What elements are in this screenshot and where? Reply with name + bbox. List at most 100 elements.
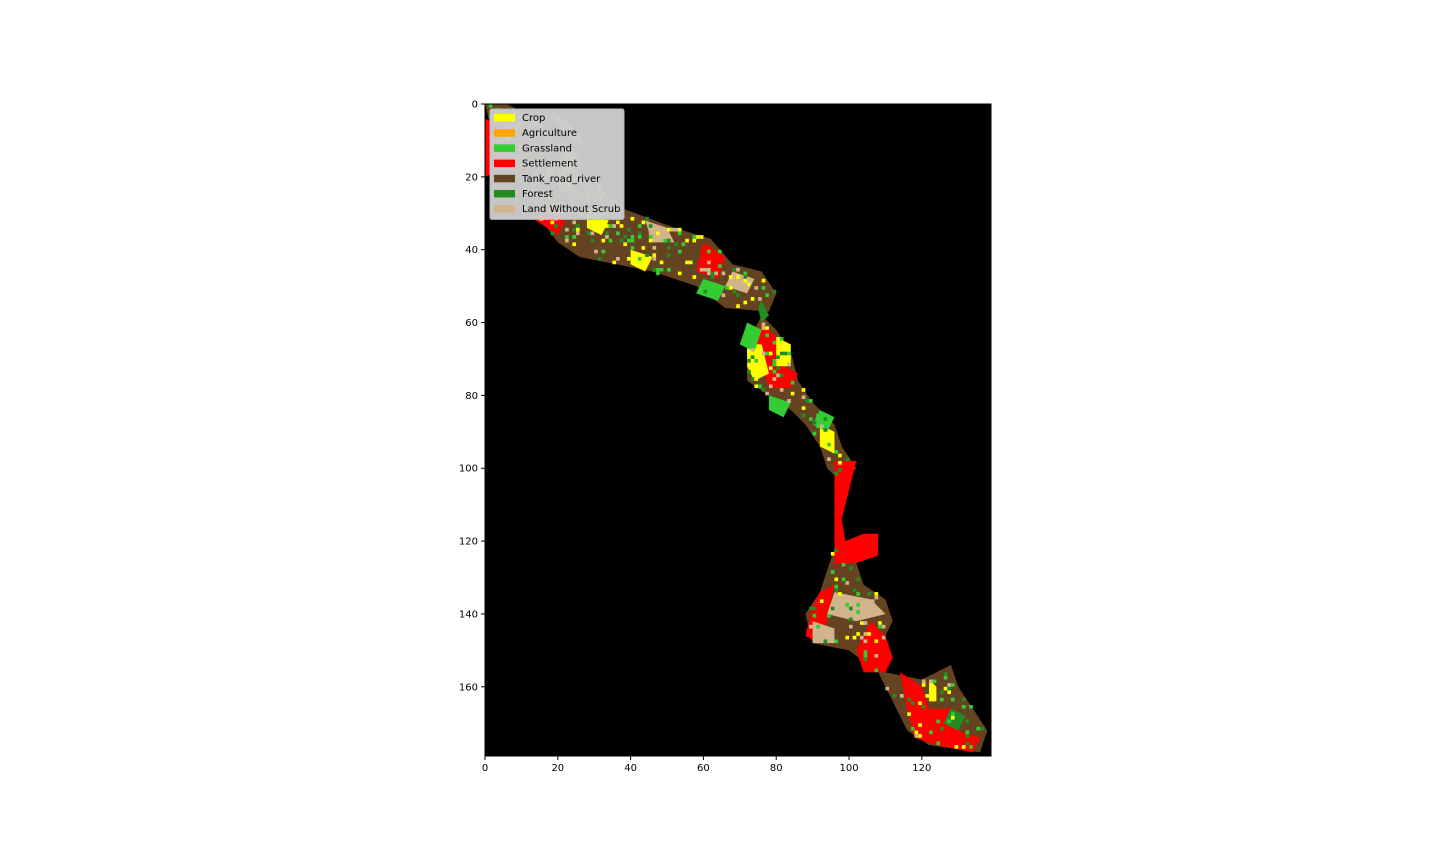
speckle-pixel-183 — [696, 235, 700, 239]
speckle-pixel-349 — [907, 712, 911, 716]
speckle-pixel-94 — [576, 227, 580, 232]
speckle-pixel-284 — [823, 417, 828, 421]
speckle-pixel-276 — [812, 606, 817, 611]
speckle-pixel-366 — [936, 741, 941, 746]
speckle-pixel-201 — [725, 286, 729, 290]
speckle-pixel-173 — [677, 231, 682, 236]
legend-label-2: Grassland — [522, 143, 572, 154]
speckle-pixel-358 — [921, 683, 926, 687]
speckle-pixel-318 — [852, 635, 857, 640]
x-tick-label-5: 100 — [839, 763, 858, 774]
speckle-pixel-351 — [910, 726, 915, 731]
speckle-pixel-326 — [863, 621, 868, 625]
speckle-pixel-272 — [808, 606, 813, 611]
speckle-pixel-154 — [652, 246, 657, 250]
speckle-pixel-150 — [648, 224, 653, 228]
speckle-pixel-191 — [707, 271, 711, 276]
speckle-pixel-165 — [667, 238, 671, 243]
speckle-pixel-269 — [805, 399, 809, 403]
region-forest-28 — [943, 708, 966, 731]
speckle-pixel-0 — [488, 104, 493, 108]
speckle-pixel-382 — [961, 697, 966, 702]
speckle-pixel-306 — [841, 562, 846, 567]
speckle-pixel-334 — [870, 599, 875, 604]
y-tick-label-1: 20 — [465, 172, 478, 183]
speckle-pixel-118 — [601, 249, 606, 254]
speckle-pixel-79 — [565, 235, 569, 239]
speckle-pixel-178 — [685, 260, 689, 265]
legend-label-5: Forest — [522, 189, 553, 200]
speckle-pixel-392 — [980, 726, 984, 731]
speckle-pixel-310 — [845, 581, 850, 585]
region-settlement-7 — [834, 460, 879, 563]
speckle-pixel-137 — [626, 256, 631, 261]
speckle-pixel-197 — [717, 249, 722, 254]
speckle-pixel-216 — [747, 369, 751, 374]
speckle-pixel-289 — [827, 457, 831, 461]
speckle-pixel-153 — [648, 238, 653, 243]
speckle-pixel-159 — [656, 267, 660, 272]
speckle-pixel-226 — [754, 384, 759, 389]
speckle-pixel-233 — [761, 351, 766, 356]
speckle-pixel-78 — [565, 227, 569, 232]
speckle-pixel-195 — [714, 271, 718, 276]
speckle-pixel-128 — [616, 220, 620, 225]
x-tick-label-1: 20 — [551, 763, 564, 774]
speckle-pixel-338 — [874, 654, 879, 658]
speckle-pixel-328 — [863, 639, 868, 644]
speckle-pixel-200 — [721, 293, 726, 298]
speckle-pixel-360 — [925, 694, 930, 698]
y-axis-ticks: 0 20 40 60 80 100 120 140 160 — [459, 100, 485, 693]
speckle-pixel-61 — [550, 220, 555, 225]
speckle-pixel-325 — [859, 635, 864, 640]
speckle-pixel-152 — [648, 235, 653, 239]
speckle-pixel-167 — [667, 253, 671, 257]
legend-swatch-5 — [494, 190, 515, 198]
speckle-pixel-161 — [659, 260, 664, 265]
speckle-pixel-316 — [849, 624, 853, 629]
speckle-pixel-210 — [743, 271, 748, 276]
speckle-pixel-271 — [808, 417, 813, 421]
speckle-pixel-232 — [761, 326, 766, 330]
x-tick-label-0: 0 — [482, 763, 488, 774]
speckle-pixel-222 — [754, 286, 759, 290]
y-tick-label-2: 40 — [465, 245, 478, 256]
speckle-pixel-379 — [950, 712, 955, 716]
speckle-pixel-87 — [572, 220, 577, 225]
speckle-pixel-208 — [736, 293, 740, 298]
speckle-pixel-172 — [677, 227, 682, 232]
speckle-pixel-66 — [554, 224, 558, 228]
speckle-pixel-340 — [878, 610, 882, 614]
speckle-pixel-347 — [899, 694, 904, 698]
speckle-pixel-348 — [907, 697, 911, 702]
speckle-pixel-220 — [750, 355, 755, 359]
speckle-pixel-185 — [699, 267, 704, 272]
speckle-pixel-133 — [623, 235, 627, 239]
speckle-pixel-160 — [656, 271, 660, 276]
speckle-pixel-305 — [838, 592, 842, 596]
speckle-pixel-262 — [787, 399, 791, 403]
speckle-pixel-383 — [961, 705, 966, 709]
speckle-pixel-132 — [619, 238, 624, 243]
speckle-pixel-228 — [758, 384, 762, 389]
region-settlement-10 — [899, 672, 981, 753]
speckle-pixel-143 — [637, 231, 642, 236]
legend-swatch-1 — [494, 129, 515, 137]
speckle-pixel-90 — [572, 242, 577, 247]
speckle-pixel-252 — [776, 373, 780, 378]
speckle-pixel-241 — [768, 366, 773, 370]
speckle-pixel-377 — [950, 683, 955, 687]
speckle-pixel-206 — [736, 267, 740, 272]
x-tick-label-2: 40 — [624, 763, 637, 774]
y-tick-label-6: 120 — [459, 537, 478, 548]
speckle-pixel-350 — [910, 701, 915, 706]
region-forest-27 — [758, 300, 769, 323]
speckle-pixel-174 — [677, 249, 682, 254]
speckle-pixel-311 — [845, 603, 850, 607]
speckle-pixel-176 — [681, 242, 686, 247]
speckle-pixel-177 — [685, 238, 689, 243]
speckle-pixel-122 — [605, 235, 609, 239]
speckle-pixel-107 — [590, 238, 595, 243]
speckle-pixel-286 — [823, 435, 828, 440]
speckle-pixel-299 — [834, 584, 839, 589]
